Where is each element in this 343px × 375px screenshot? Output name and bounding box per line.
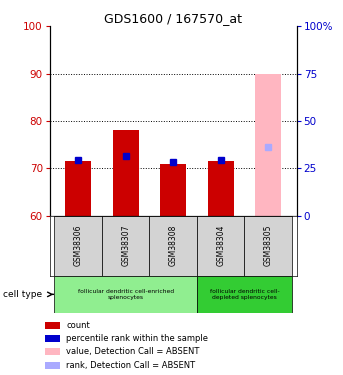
Bar (208, 161, 234, 216)
Bar (197, 276, 292, 313)
Text: value, Detection Call = ABSENT: value, Detection Call = ABSENT (66, 347, 200, 356)
Bar (197, 216, 245, 276)
Bar (150, 216, 197, 276)
Text: GSM38305: GSM38305 (264, 225, 273, 266)
Text: GSM38308: GSM38308 (169, 225, 178, 266)
Bar (45, 348, 60, 355)
Text: GSM38306: GSM38306 (74, 225, 83, 266)
Bar (55, 216, 102, 276)
Bar (113, 130, 139, 216)
Text: follicular dendritic cell-enriched
splenocytes: follicular dendritic cell-enriched splen… (78, 289, 174, 300)
Bar (45, 362, 60, 369)
Bar (45, 322, 60, 329)
Text: rank, Detection Call = ABSENT: rank, Detection Call = ABSENT (66, 361, 195, 370)
Bar (245, 216, 292, 276)
Text: follicular dendritic cell-
depleted splenocytes: follicular dendritic cell- depleted sple… (210, 289, 279, 300)
Bar (102, 216, 150, 276)
Text: cell type: cell type (3, 290, 43, 299)
Title: GDS1600 / 167570_at: GDS1600 / 167570_at (104, 12, 242, 25)
Text: count: count (66, 321, 90, 330)
Bar (65, 161, 91, 216)
Text: percentile rank within the sample: percentile rank within the sample (66, 334, 208, 344)
Bar (55, 276, 197, 313)
Bar (255, 74, 281, 216)
Bar (45, 336, 60, 342)
Text: GSM38304: GSM38304 (216, 225, 225, 266)
Text: GSM38307: GSM38307 (121, 225, 130, 266)
Bar (160, 164, 186, 216)
